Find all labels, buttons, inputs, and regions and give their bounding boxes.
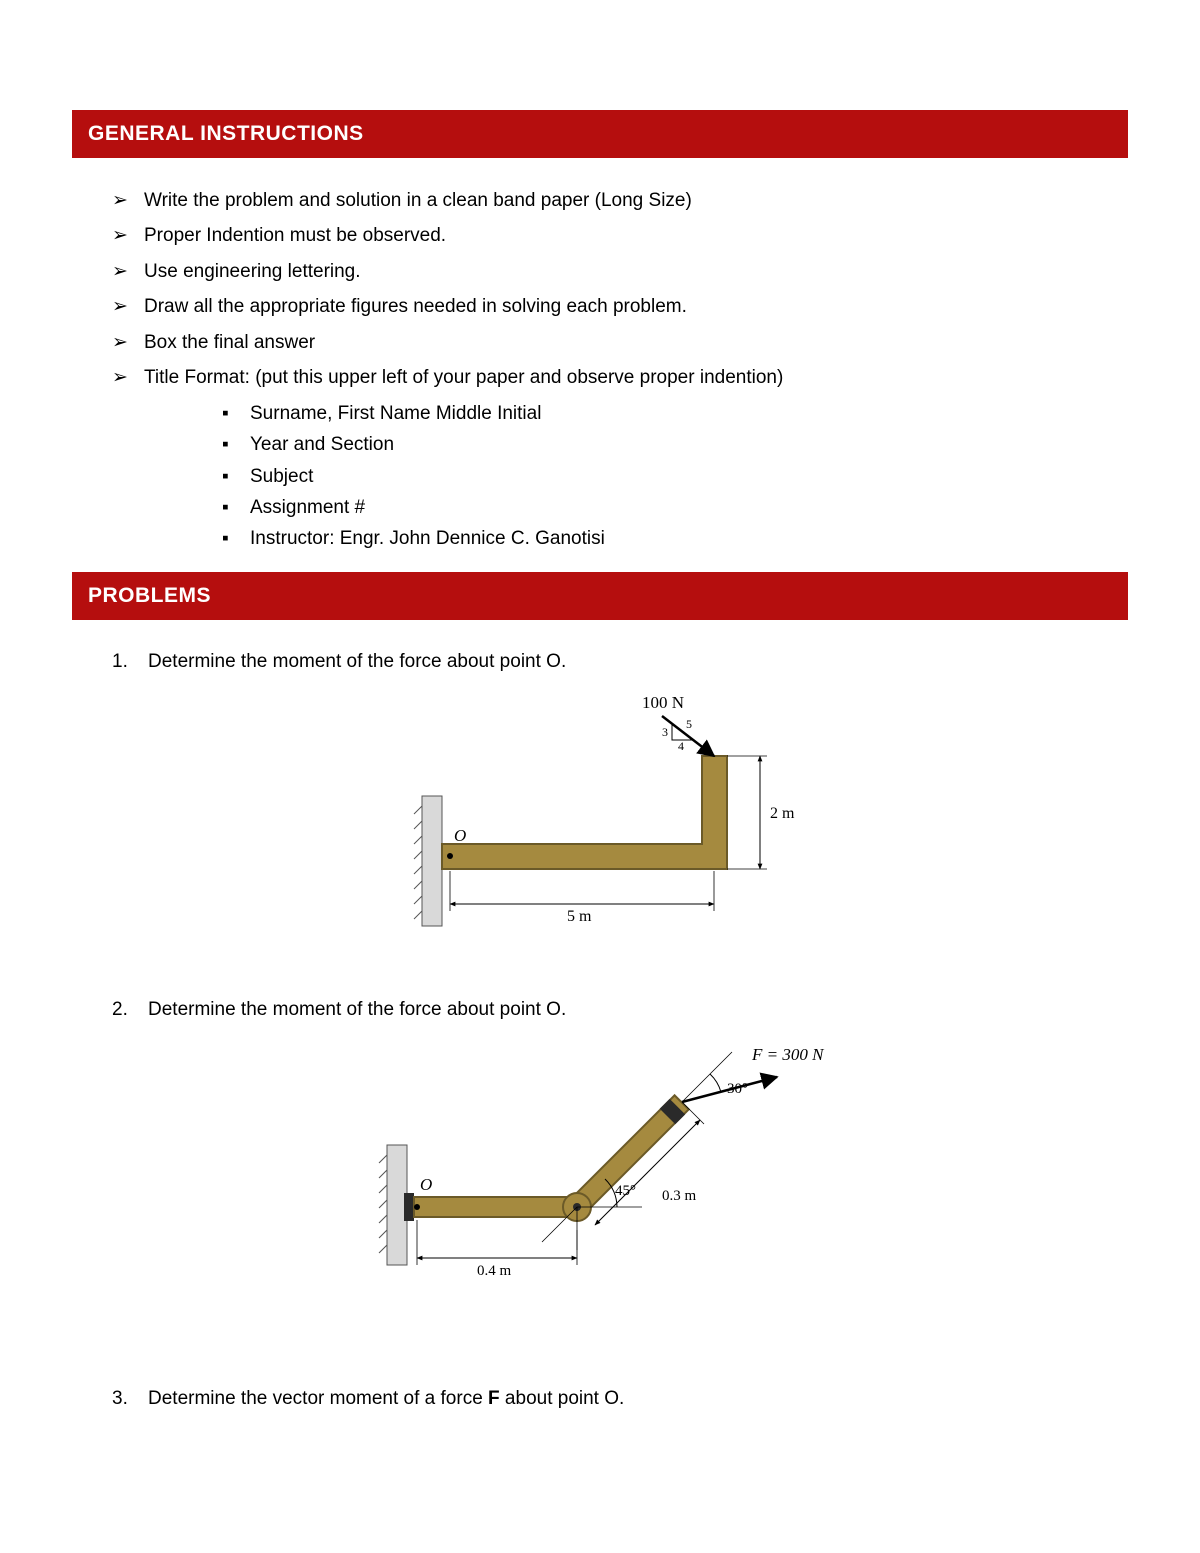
problem-statement: 1. Determine the moment of the force abo…: [112, 648, 1112, 677]
instruction-item: ➢ Draw all the appropriate figures neede…: [112, 292, 1112, 321]
instruction-item: ➢ Proper Indention must be observed.: [112, 221, 1112, 250]
page: GENERAL INSTRUCTIONS ➢ Write the problem…: [0, 0, 1200, 1519]
vert-dim: 2 m: [770, 805, 795, 822]
origin-label: O: [454, 826, 466, 845]
subitem-text: Assignment #: [250, 493, 365, 522]
section-header-problems: PROBLEMS: [72, 572, 1128, 620]
square-bullet-icon: ▪: [222, 430, 250, 459]
angle-45: 45°: [615, 1183, 636, 1199]
square-bullet-icon: ▪: [222, 524, 250, 553]
subitem-text: Subject: [250, 462, 313, 491]
problem-text-pre: Determine the vector moment of a force: [148, 1388, 488, 1409]
square-bullet-icon: ▪: [222, 399, 250, 428]
origin-label-2: O: [420, 1175, 432, 1194]
problem-text: Determine the moment of the force about …: [148, 648, 566, 677]
instruction-text: Write the problem and solution in a clea…: [144, 186, 692, 215]
subitem: ▪ Assignment #: [222, 493, 1112, 522]
problems-block: 1. Determine the moment of the force abo…: [72, 620, 1128, 1460]
subitem: ▪ Year and Section: [222, 430, 1112, 459]
problem-3: 3. Determine the vector moment of a forc…: [112, 1385, 1112, 1414]
problem-text-bold: F: [488, 1388, 500, 1409]
chevron-icon: ➢: [112, 292, 144, 321]
force-label-2: F = 300 N: [751, 1045, 825, 1064]
instruction-item: ➢ Box the final answer: [112, 328, 1112, 357]
instruction-text: Box the final answer: [144, 328, 315, 357]
problem-2: 2. Determine the moment of the force abo…: [112, 996, 1112, 1325]
chevron-icon: ➢: [112, 328, 144, 357]
slope-hyp: 5: [686, 717, 692, 731]
instruction-text: Draw all the appropriate figures needed …: [144, 292, 687, 321]
dim-03m: 0.3 m: [662, 1188, 697, 1204]
section-header-general-instructions: GENERAL INSTRUCTIONS: [72, 110, 1128, 158]
subitem-text: Year and Section: [250, 430, 394, 459]
problem-statement: 3. Determine the vector moment of a forc…: [112, 1385, 1112, 1414]
subitem-text: Surname, First Name Middle Initial: [250, 399, 541, 428]
square-bullet-icon: ▪: [222, 493, 250, 522]
force-label: 100 N: [642, 693, 684, 712]
square-bullet-icon: ▪: [222, 462, 250, 491]
figure-1: O 100 N 3 4: [112, 676, 1112, 966]
problem-text-post: about point O.: [500, 1388, 625, 1409]
slope-run: 4: [678, 739, 684, 753]
chevron-icon: ➢: [112, 257, 144, 286]
instructions-block: ➢ Write the problem and solution in a cl…: [72, 158, 1128, 572]
chevron-icon: ➢: [112, 363, 144, 392]
chevron-icon: ➢: [112, 186, 144, 215]
instruction-item: ➢ Use engineering lettering.: [112, 257, 1112, 286]
problem-1: 1. Determine the moment of the force abo…: [112, 648, 1112, 967]
horiz-dim: 5 m: [567, 908, 592, 925]
figure-2: 30° F = 300 N O 45° 0.3 m: [112, 1025, 1112, 1325]
instruction-item: ➢ Title Format: (put this upper left of …: [112, 363, 1112, 392]
instruction-item: ➢ Write the problem and solution in a cl…: [112, 186, 1112, 215]
subitem: ▪ Instructor: Engr. John Dennice C. Gano…: [222, 524, 1112, 553]
chevron-icon: ➢: [112, 221, 144, 250]
angle-30: 30°: [727, 1081, 748, 1097]
problem-number: 1.: [112, 648, 148, 677]
slope-rise: 3: [662, 725, 668, 739]
instruction-text: Proper Indention must be observed.: [144, 221, 446, 250]
subitem: ▪ Surname, First Name Middle Initial: [222, 399, 1112, 428]
problem-number: 2.: [112, 996, 148, 1025]
subitem: ▪ Subject: [222, 462, 1112, 491]
figure-2-svg: 30° F = 300 N O 45° 0.3 m: [332, 1035, 892, 1315]
problem-number: 3.: [112, 1385, 148, 1414]
problem-text: Determine the vector moment of a force F…: [148, 1385, 624, 1414]
title-format-sublist: ▪ Surname, First Name Middle Initial ▪ Y…: [112, 399, 1112, 554]
problem-text: Determine the moment of the force about …: [148, 996, 566, 1025]
instruction-text: Use engineering lettering.: [144, 257, 361, 286]
instruction-text: Title Format: (put this upper left of yo…: [144, 363, 783, 392]
dim-04m: 0.4 m: [477, 1263, 512, 1279]
problem-statement: 2. Determine the moment of the force abo…: [112, 996, 1112, 1025]
figure-1-svg: O 100 N 3 4: [372, 686, 852, 956]
subitem-text: Instructor: Engr. John Dennice C. Ganoti…: [250, 524, 605, 553]
